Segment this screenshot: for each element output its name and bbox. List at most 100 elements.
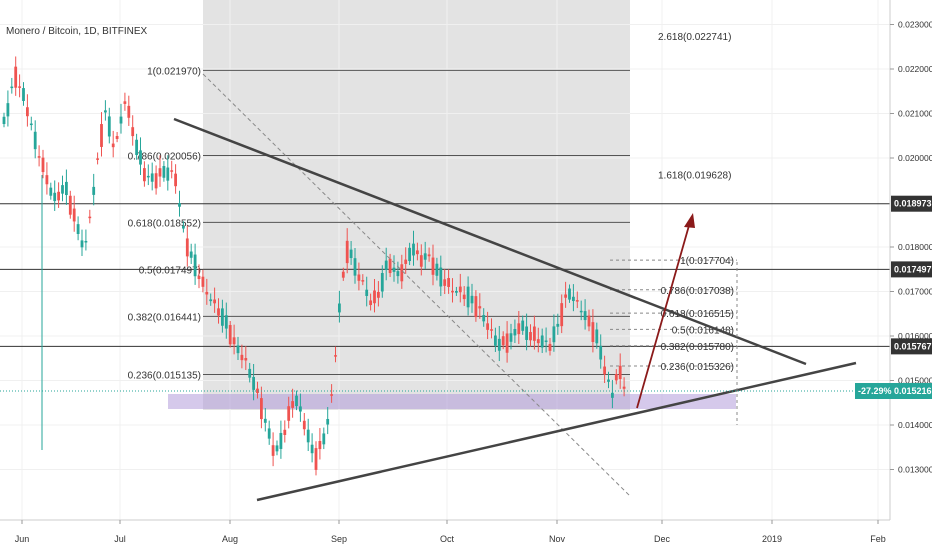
candle-body [400, 264, 404, 282]
candle-body [416, 250, 419, 255]
candle-body [521, 320, 525, 331]
candle-body [244, 358, 248, 361]
candle-body [271, 445, 275, 456]
candle-body [587, 315, 591, 327]
candle-body [419, 255, 423, 267]
fib-level-label: 0.618(0.018552) [128, 218, 201, 229]
candle-body [228, 325, 232, 345]
candle-body [263, 418, 267, 423]
candle-body [579, 310, 583, 313]
candle-body [443, 279, 447, 286]
candle-body [178, 203, 181, 207]
candle-body [49, 187, 53, 196]
candle-body [564, 294, 567, 298]
time-tick-label: Jul [114, 534, 126, 544]
candle-body [61, 185, 64, 194]
candle-body [572, 296, 575, 302]
candle-body [607, 379, 610, 382]
candle-body [217, 308, 220, 316]
candle-body [529, 332, 532, 341]
candle-body [84, 240, 88, 243]
candle-body [509, 333, 513, 342]
time-axis[interactable]: Jun Jul Aug Sep Oct Nov Dec 2019 Feb [15, 520, 886, 544]
candle-body [154, 173, 158, 189]
price-axis[interactable]: 0.023000 0.022000 0.021000 0.020000 0.018000… [890, 20, 932, 475]
candle-body [322, 433, 326, 445]
projection-arrow-line[interactable] [636, 221, 691, 409]
candle-body [396, 271, 400, 277]
candle-body [260, 398, 263, 420]
fib-level-label: 0.236(0.015135) [128, 370, 201, 381]
candle-body [458, 286, 462, 293]
candle-body [68, 195, 72, 215]
candle-body [299, 406, 302, 412]
candle-body [201, 276, 205, 287]
candle-body [33, 131, 37, 150]
candle-body [146, 175, 150, 178]
upper-trendline[interactable] [173, 117, 807, 366]
candle-body [330, 394, 333, 396]
candle-body [591, 322, 595, 343]
candle-body [357, 274, 361, 281]
time-tick-label: 2019 [762, 534, 782, 544]
candle-body [287, 406, 291, 421]
candle-body [439, 267, 443, 287]
candle-body [267, 428, 271, 439]
change-pct-label: -27.29% [858, 386, 892, 396]
candle-body [88, 216, 92, 219]
small-fib-label: 0.5(0.016148) [672, 325, 734, 336]
candle-body [115, 136, 119, 139]
candle-body [306, 429, 310, 443]
fib-diagonal-dashed [202, 73, 631, 497]
candle-body [544, 340, 548, 343]
price-axis-labels: 0.018973 0.017497 0.015767 -27.29% 0.015216 [855, 195, 932, 399]
candle-body [96, 158, 99, 160]
candle-body [595, 329, 599, 344]
candle-body [349, 249, 353, 259]
candle-body [423, 253, 427, 260]
candle-body [252, 376, 255, 390]
candle-body [236, 345, 240, 354]
lower-trendline[interactable] [256, 361, 857, 502]
candle-body [365, 289, 369, 296]
support-zone [168, 394, 736, 409]
fib-level-label: 1(0.021970) [147, 66, 201, 77]
candle-body [240, 354, 244, 361]
candle-body [111, 143, 115, 148]
candle-body [174, 173, 177, 187]
chart-title: Monero / Bitcoin, 1D, BITFINEX [6, 26, 147, 37]
candle-body [501, 336, 505, 346]
candle-body [361, 280, 365, 282]
small-fib-label: 0.382(0.015780) [661, 342, 734, 353]
level-price-box [891, 261, 932, 278]
candle-body [291, 401, 294, 408]
candle-body [310, 444, 314, 454]
time-tick-label: Aug [222, 534, 238, 544]
candle-body [384, 260, 388, 270]
level-price-box [891, 195, 932, 212]
price-tick-label: 0.021000 [898, 109, 932, 119]
candle-body [256, 388, 259, 394]
candle-body [104, 110, 107, 113]
candle-body [318, 441, 322, 450]
candle-body [18, 86, 21, 88]
candle-body [470, 295, 474, 304]
candle-body [302, 420, 306, 430]
candle-body [205, 291, 209, 295]
candle-body [2, 116, 6, 124]
small-fib-label: 1(0.017704) [680, 256, 734, 267]
candle-body [548, 343, 552, 351]
candle-body [408, 247, 411, 262]
level-price-label: 0.017497 [894, 264, 932, 274]
candle-body [603, 366, 606, 375]
candle-body [275, 445, 279, 452]
candle-body [10, 86, 14, 89]
candle-body [326, 418, 330, 425]
candle-body [482, 315, 486, 322]
candle-body [599, 345, 603, 360]
candle-body [107, 116, 111, 137]
candle-body [455, 290, 458, 293]
candle-body [72, 208, 76, 222]
candle-body [560, 303, 564, 327]
